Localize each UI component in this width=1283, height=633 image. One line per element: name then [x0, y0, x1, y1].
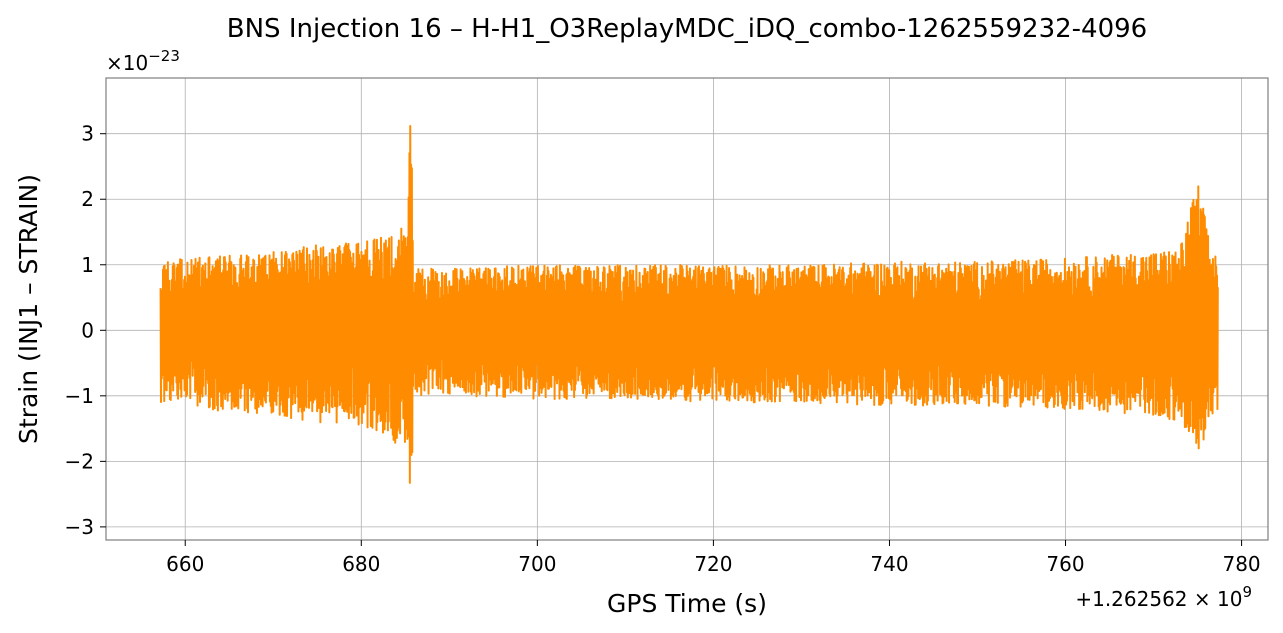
x-tick-label: 660	[166, 552, 204, 576]
y-tick-label: −2	[65, 449, 94, 473]
x-offset-exponent: 9	[1242, 583, 1252, 601]
y-tick-label: 2	[81, 187, 94, 211]
y-tick-label: 3	[81, 122, 94, 146]
plot-frame	[105, 77, 1269, 541]
y-tick-label: 0	[81, 318, 94, 342]
x-tick-label: 720	[694, 552, 732, 576]
chart-title: BNS Injection 16 – H-H1_O3ReplayMDC_iDQ_…	[227, 14, 1147, 44]
x-tick-label: 700	[518, 552, 556, 576]
x-offset-base: +1.262562 × 10	[1075, 587, 1242, 611]
x-tick-label: 680	[342, 552, 380, 576]
x-tick-label: 760	[1046, 552, 1084, 576]
axis-ticks: 660 680 700 720 740 760 780 −3 −2 −1 0 1 2 3	[65, 122, 1261, 576]
x-offset-label: +1.262562 × 109	[1075, 583, 1252, 611]
y-tick-label: −3	[65, 515, 94, 539]
y-axis-label: Strain (INJ1 – STRAIN)	[14, 174, 43, 444]
data-series	[159, 125, 1219, 484]
x-axis-label: GPS Time (s)	[607, 589, 767, 618]
x-tick-label: 780	[1222, 552, 1260, 576]
y-scale-base: ×10	[106, 51, 148, 75]
strain-series-line	[159, 125, 1219, 484]
y-tick-label: −1	[65, 384, 94, 408]
x-tick-label: 740	[870, 552, 908, 576]
y-tick-label: 1	[81, 253, 94, 277]
y-scale-exponent: −23	[148, 47, 180, 65]
y-scale-factor: ×10−23	[106, 47, 180, 75]
